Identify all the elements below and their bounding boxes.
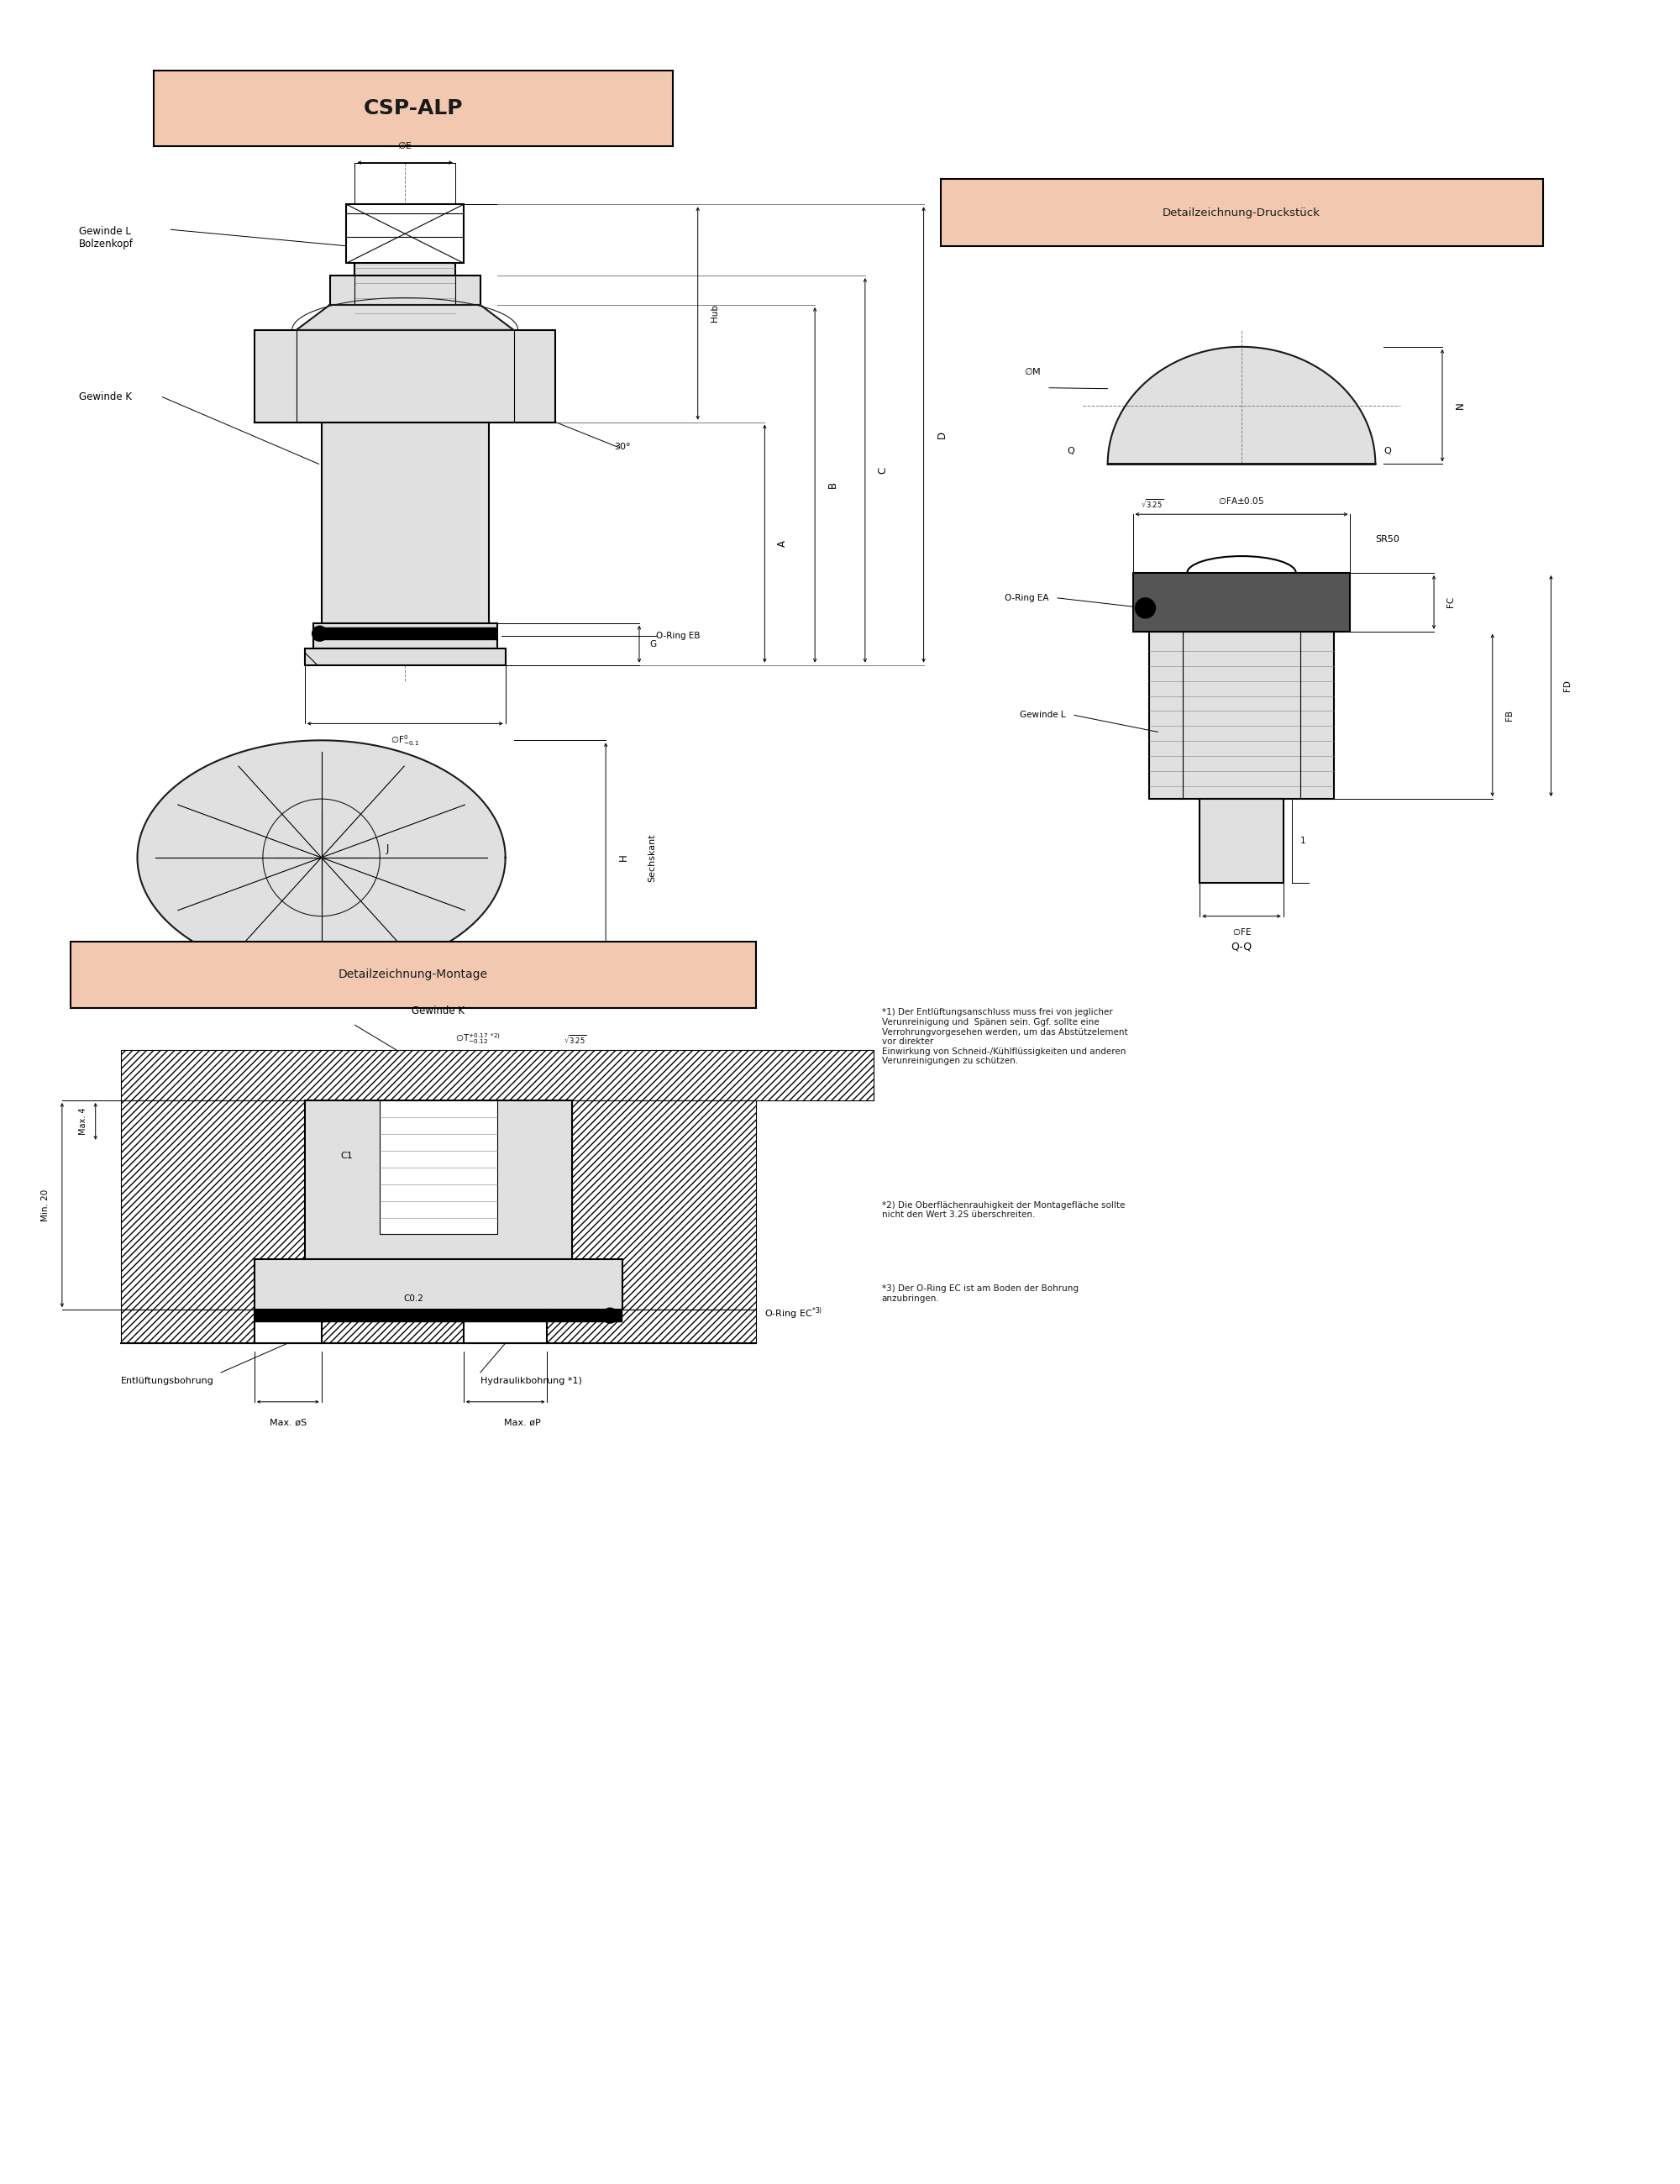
Bar	[254, 1310, 321, 1343]
Text: Gewinde K: Gewinde K	[79, 391, 131, 402]
Text: Min. 20: Min. 20	[40, 1188, 49, 1221]
Text: Detailzeichnung-Druckstück: Detailzeichnung-Druckstück	[1163, 207, 1320, 218]
Text: Q: Q	[1067, 448, 1074, 456]
Text: $\varnothing$T$^{+0.17}_{-0.12}$ $^{*2)}$: $\varnothing$T$^{+0.17}_{-0.12}$ $^{*2)}…	[455, 1031, 501, 1046]
Text: O-Ring EB: O-Ring EB	[655, 631, 701, 640]
Bar	[121, 1310, 756, 1343]
Text: FB: FB	[1505, 710, 1514, 721]
Text: U: U	[469, 1151, 475, 1160]
Text: $\varnothing$F$^0_{-0.1}$: $\varnothing$F$^0_{-0.1}$	[391, 734, 420, 747]
Bar	[121, 1051, 874, 1101]
Text: Sechskant: Sechskant	[647, 834, 655, 882]
Polygon shape	[296, 306, 514, 330]
Text: Detailzeichnung-Montage: Detailzeichnung-Montage	[339, 970, 489, 981]
Bar	[71, 941, 756, 1009]
Text: Q-Q: Q-Q	[1231, 941, 1252, 952]
Text: Max. øP: Max. øP	[504, 1420, 541, 1426]
Text: *3) Der O-Ring EC ist am Boden der Bohrung
anzubringen.: *3) Der O-Ring EC ist am Boden der Bohru…	[882, 1284, 1079, 1302]
Text: FD: FD	[1564, 679, 1572, 692]
Text: Max. øS: Max. øS	[269, 1420, 306, 1426]
Text: G: G	[648, 640, 657, 649]
Bar	[380, 1101, 497, 1234]
Text: $\varnothing$FE: $\varnothing$FE	[1231, 926, 1252, 937]
Bar	[1200, 799, 1284, 882]
Text: Max. R0.4: Max. R0.4	[262, 1334, 304, 1343]
Bar	[573, 1101, 756, 1310]
Bar	[354, 262, 455, 321]
Polygon shape	[1107, 347, 1376, 463]
Text: Q: Q	[1384, 448, 1391, 456]
Circle shape	[1136, 598, 1156, 618]
Bar	[304, 649, 506, 664]
Polygon shape	[138, 740, 506, 974]
Text: H: H	[618, 854, 630, 860]
Bar	[321, 422, 489, 631]
Text: C0.2: C0.2	[403, 1295, 423, 1304]
Bar	[1149, 631, 1334, 799]
Text: Gewinde L
Bolzenkopf: Gewinde L Bolzenkopf	[79, 227, 133, 249]
Text: $\varnothing$E: $\varnothing$E	[398, 140, 413, 151]
Bar	[312, 627, 497, 640]
Text: C: C	[877, 467, 889, 474]
Circle shape	[312, 627, 328, 642]
Circle shape	[603, 1308, 618, 1324]
Text: FC: FC	[1446, 596, 1455, 607]
Text: Hydraulikbohrung *1): Hydraulikbohrung *1)	[480, 1376, 581, 1385]
Text: $\varnothing$FA$\pm$0.05: $\varnothing$FA$\pm$0.05	[1218, 496, 1265, 507]
Text: Gewinde L: Gewinde L	[1020, 712, 1065, 719]
Bar	[346, 205, 464, 262]
Text: A: A	[778, 539, 788, 546]
Text: B: B	[828, 480, 838, 489]
Text: C1: C1	[341, 1151, 353, 1160]
Bar	[1132, 572, 1351, 631]
Bar	[254, 1310, 623, 1321]
Bar	[464, 1310, 548, 1343]
Bar	[941, 179, 1542, 247]
Text: J: J	[386, 843, 388, 854]
Text: D: D	[936, 430, 948, 439]
Text: O-Ring EA: O-Ring EA	[1005, 594, 1048, 603]
Text: $\varnothing$M: $\varnothing$M	[1023, 367, 1042, 376]
Bar	[329, 275, 480, 306]
Text: Gewinde K: Gewinde K	[412, 1005, 465, 1016]
Bar	[312, 622, 497, 649]
Text: N: N	[1455, 402, 1465, 408]
Text: *1) Der Entlüftungsanschluss muss frei von jeglicher
Verunreinigung und  Spänen : *1) Der Entlüftungsanschluss muss frei v…	[882, 1009, 1127, 1066]
Text: CSP-ALP: CSP-ALP	[363, 98, 464, 118]
Text: Entlüftungsbohrung: Entlüftungsbohrung	[121, 1376, 213, 1385]
Text: 30°: 30°	[615, 443, 630, 452]
Text: O-Ring EC$^{*3)}$: O-Ring EC$^{*3)}$	[764, 1306, 823, 1321]
Bar	[304, 1101, 573, 1260]
Text: $\sqrt{3.25}$: $\sqrt{3.25}$	[564, 1033, 586, 1046]
Bar	[254, 330, 556, 422]
Bar	[155, 70, 672, 146]
Text: Max. 4: Max. 4	[79, 1107, 87, 1136]
Text: *2) Die Oberflächenrauhigkeit der Montagefläche sollte
nicht den Wert 3.2S übers: *2) Die Oberflächenrauhigkeit der Montag…	[882, 1201, 1126, 1219]
Bar	[121, 1101, 304, 1310]
Bar	[254, 1260, 623, 1310]
Text: Hub: Hub	[711, 304, 719, 321]
Text: 1: 1	[1300, 836, 1305, 845]
Text: SR50: SR50	[1376, 535, 1399, 544]
Text: $\sqrt{3.25}$: $\sqrt{3.25}$	[1141, 498, 1164, 511]
